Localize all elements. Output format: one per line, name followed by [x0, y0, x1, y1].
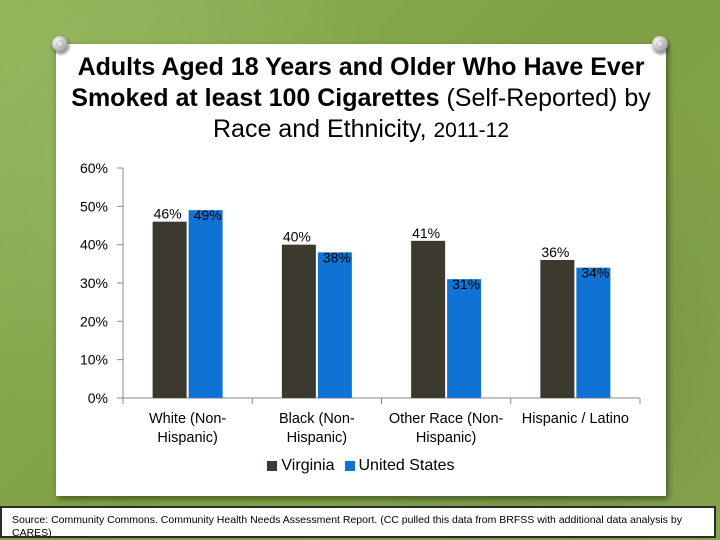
- legend-item-virginia: Virginia: [267, 457, 335, 475]
- y-tick-label: 40%: [80, 237, 108, 253]
- x-tick-label: Hispanic): [287, 430, 347, 446]
- y-tick-label: 30%: [80, 275, 108, 291]
- bar-united-states: [188, 210, 223, 398]
- chart-title-years: 2011-12: [433, 119, 509, 142]
- bar-virginia: [411, 240, 446, 398]
- chart-title-normal: (Self-Reported) by Race and Ethnicity,: [212, 84, 651, 143]
- legend-label-virginia: Virginia: [281, 457, 335, 474]
- y-tick-label: 10%: [80, 352, 108, 368]
- chart-title-bold: Adults Aged 18 Years and Older Who Have …: [71, 53, 645, 112]
- chart-title: Adults Aged 18 Years and Older Who Have …: [56, 52, 666, 146]
- x-tick-label: Hispanic): [416, 430, 476, 446]
- legend-item-united-states: United States: [344, 457, 455, 475]
- data-label: 31%: [452, 276, 480, 292]
- pushpin-icon: [52, 36, 68, 52]
- pushpin-icon: [652, 36, 668, 52]
- bar-united-states: [576, 267, 611, 398]
- bar-virginia: [540, 260, 575, 398]
- source-note: Source: Community Commons. Community Hea…: [0, 506, 716, 539]
- y-tick-label: 0%: [88, 390, 108, 406]
- bar-virginia: [281, 244, 316, 398]
- data-label: 40%: [283, 229, 311, 245]
- legend-label-united-states: United States: [358, 457, 455, 474]
- data-label: 49%: [194, 207, 222, 223]
- x-tick-label: Hispanic / Latino: [522, 411, 629, 427]
- x-tick-label: Hispanic): [157, 430, 217, 446]
- legend-swatch-virginia: [267, 461, 278, 471]
- bar-united-states: [447, 279, 482, 398]
- x-tick-label: Black (Non-: [279, 411, 355, 427]
- bar-united-states: [317, 252, 352, 398]
- legend: Virginia United States: [56, 457, 666, 475]
- data-label: 34%: [581, 265, 609, 281]
- data-label: 36%: [541, 244, 569, 260]
- x-tick-label: White (Non-: [149, 411, 227, 427]
- y-tick-label: 60%: [80, 160, 108, 176]
- data-label: 46%: [154, 206, 182, 222]
- y-tick-label: 20%: [80, 313, 108, 329]
- data-label: 41%: [412, 225, 440, 241]
- y-tick-label: 50%: [80, 198, 108, 214]
- bar-virginia: [152, 221, 187, 398]
- legend-swatch-united-states: [344, 461, 355, 471]
- x-tick-label: Other Race (Non-: [389, 411, 504, 427]
- data-label: 38%: [323, 249, 351, 265]
